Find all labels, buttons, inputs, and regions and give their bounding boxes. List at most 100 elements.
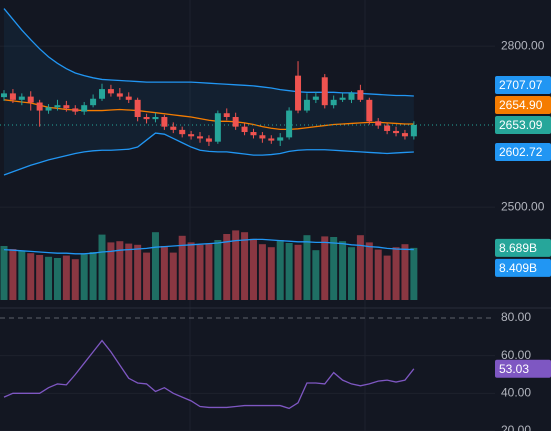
candle-body [36,102,43,111]
volume-bar [36,255,44,300]
candle-body [116,93,123,97]
candle-body [401,133,408,137]
volume-bar [89,252,97,300]
price-label: 8.409B [499,261,537,275]
overlay-line [3,132,414,176]
candle-body [170,126,177,130]
candle-body [303,99,310,111]
volume-bar [107,242,115,300]
candle-body [250,132,257,136]
volume-bar [321,236,329,300]
price-label: 2653.09 [499,118,543,132]
candle-body [384,125,391,131]
volume-bar [258,244,266,300]
volume-bar [9,249,17,300]
candle-body [54,105,61,108]
volume-bar [62,255,70,300]
volume-bar [285,243,293,300]
candle-body [161,116,168,127]
volume-bar [267,247,275,300]
price-label: 53.03 [499,362,529,376]
candle-body [339,97,346,100]
candle-body [259,135,266,139]
candle-body [90,98,97,106]
volume-bar [303,235,311,300]
candle-body [366,99,373,122]
candle-body [143,116,150,120]
candle-body [410,124,417,137]
candle-body [63,105,70,109]
volume-bar [196,244,204,300]
candle-body [179,129,186,135]
volume-bar [410,247,418,300]
price-label-box [495,115,551,134]
price-label-box [495,258,551,277]
price-label-box [495,75,551,94]
candle-body [241,126,248,133]
volume-bar [134,244,142,300]
volume-bar [339,241,347,300]
candle-body [197,136,204,139]
volume-bar [187,242,195,300]
candle-body [357,90,364,100]
volume-bar [205,243,213,300]
volume-bar [241,232,249,300]
volume-ma-line [3,238,414,255]
band-fill [4,8,414,175]
y-tick-label: 20.00 [501,423,531,431]
price-label: 2654.90 [499,98,543,112]
candle-body [286,110,293,138]
candle-body [348,93,355,100]
candle-body [312,96,319,100]
price-label: 2707.07 [499,78,543,92]
candle-body [330,99,337,106]
volume-bar [116,241,124,300]
rsi-line [3,339,415,410]
candle-body [81,105,88,112]
volume-bar [330,237,338,300]
volume-bar [374,249,382,300]
volume-bar [347,247,355,300]
y-tick-label: 80.00 [501,310,531,324]
candle-body [393,130,400,134]
candle-body [375,121,382,126]
candle-body [107,89,114,94]
candle-body [321,77,328,106]
candle-body [9,93,16,100]
candle-body [152,116,159,120]
volume-bar [18,250,26,300]
candle-body [277,137,284,141]
volume-bar [80,254,88,300]
candle-body [27,96,34,103]
volume-bar [98,234,106,300]
candle-body [205,138,212,142]
candle-body [72,108,79,112]
volume-bar [143,252,151,300]
price-label-box [495,95,551,114]
price-label-box [495,143,551,162]
volume-bar [232,230,240,300]
volume-bar [223,234,231,300]
volume-bar [160,246,168,300]
volume-bar [214,240,222,300]
candle-body [188,134,195,137]
candle-body [268,138,275,141]
volume-bar [294,244,302,300]
candle-body [223,113,230,117]
price-label: 8.689B [499,241,537,255]
volume-bar [151,232,159,300]
volume-bar [45,256,53,300]
candle-body [99,89,106,99]
candle-body [295,75,302,111]
candle-body [18,96,25,100]
price-label-box [495,359,551,378]
volume-bar [71,259,79,300]
volume-bar [276,240,284,300]
candle-body [214,113,221,142]
volume-bar [356,235,364,300]
volume-bar [53,258,61,300]
volume-bar [27,253,35,300]
